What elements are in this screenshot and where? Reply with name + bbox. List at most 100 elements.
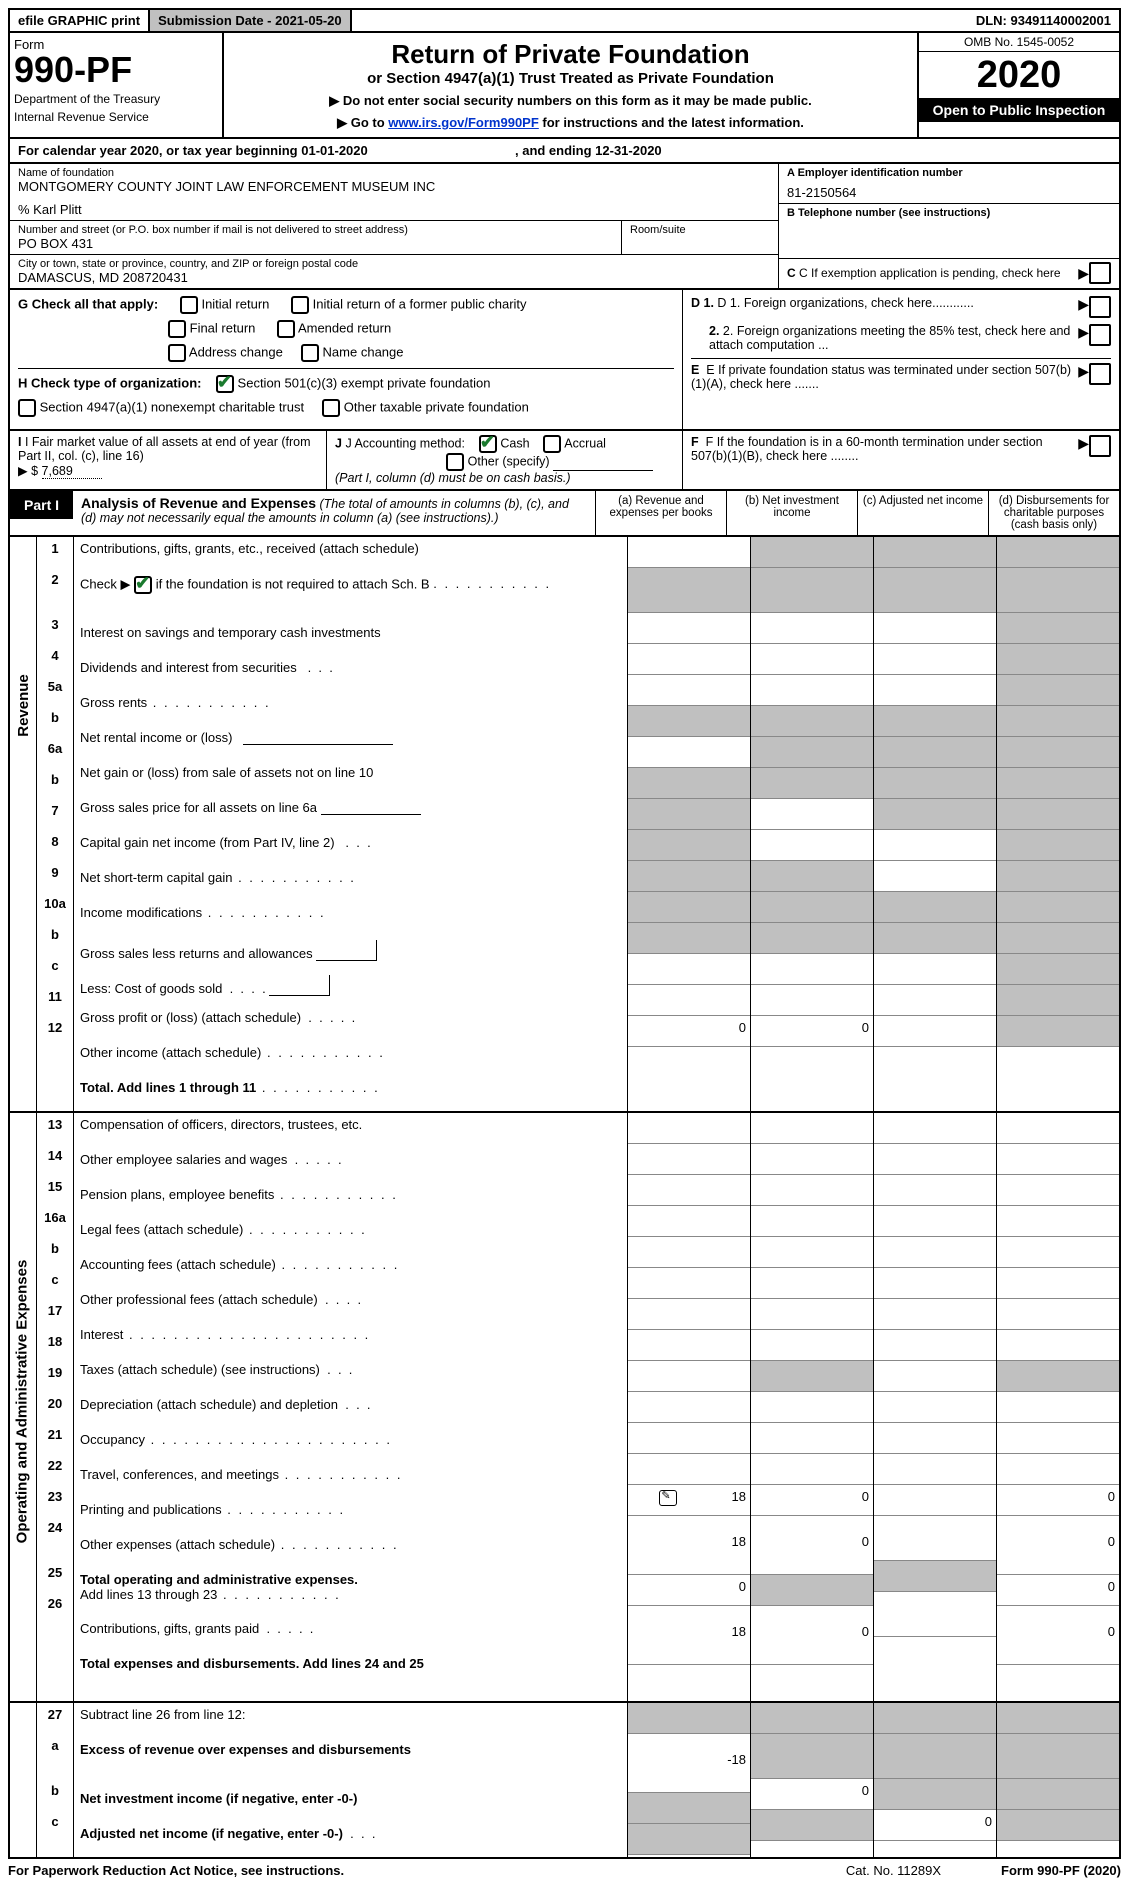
line-22-desc: Printing and publications — [74, 1498, 627, 1533]
calendar-year-row: For calendar year 2020, or tax year begi… — [8, 139, 1121, 164]
line-12-col-b: 0 — [751, 1016, 873, 1047]
part1-header: Part I Analysis of Revenue and Expenses … — [8, 491, 1121, 537]
line-1-desc: Contributions, gifts, grants, etc., rece… — [74, 537, 627, 572]
col-c-revenue — [873, 537, 996, 1111]
line27-descriptions: Subtract line 26 from line 12: Excess of… — [74, 1703, 627, 1857]
checkbox-initial-return[interactable] — [180, 296, 198, 314]
col-d-expenses: 0 0 0 0 — [996, 1113, 1119, 1701]
form-subtitle: or Section 4947(a)(1) Trust Treated as P… — [230, 70, 911, 87]
line-2-desc: Check ▶ if the foundation is not require… — [74, 572, 627, 621]
line-27-desc: Subtract line 26 from line 12: — [74, 1703, 627, 1738]
checkbox-e[interactable] — [1089, 363, 1111, 385]
checkbox-501c3[interactable] — [216, 375, 234, 393]
checkbox-c[interactable] — [1089, 262, 1111, 284]
line-10a-desc: Gross sales less returns and allowances — [74, 936, 627, 971]
line-8-desc: Net short-term capital gain — [74, 866, 627, 901]
line-23-desc: Other expenses (attach schedule) — [74, 1533, 627, 1568]
line-10c-desc: Gross profit or (loss) (attach schedule)… — [74, 1006, 627, 1041]
address-cell: Number and street (or P.O. box number if… — [10, 221, 622, 255]
col-b-expenses: 0 0 0 — [750, 1113, 873, 1701]
checkbox-d1[interactable] — [1089, 296, 1111, 318]
checkbox-accrual[interactable] — [543, 435, 561, 453]
line-4-desc: Dividends and interest from securities .… — [74, 656, 627, 691]
line-23-col-b: 0 — [751, 1485, 873, 1516]
col-c-expenses — [873, 1113, 996, 1701]
form-header: Form 990-PF Department of the Treasury I… — [8, 33, 1121, 139]
j-cell: J J Accounting method: Cash Accrual Othe… — [326, 431, 682, 489]
checkbox-initial-former[interactable] — [291, 296, 309, 314]
attachment-icon[interactable] — [659, 1490, 677, 1506]
checkbox-sch-b[interactable] — [134, 576, 152, 594]
header-left: Form 990-PF Department of the Treasury I… — [10, 33, 224, 137]
header-mid: Return of Private Foundation or Section … — [224, 33, 917, 137]
checkbox-4947a1[interactable] — [18, 399, 36, 417]
line-18-desc: Taxes (attach schedule) (see instruction… — [74, 1358, 627, 1393]
h-row: H Check type of organization: Section 50… — [18, 368, 674, 393]
line-5b-desc: Net rental income or (loss) — [74, 726, 627, 761]
form-number: 990-PF — [14, 52, 214, 88]
line-7-desc: Capital gain net income (from Part IV, l… — [74, 831, 627, 866]
line-16a-desc: Legal fees (attach schedule) — [74, 1218, 627, 1253]
checkbox-amended[interactable] — [277, 320, 295, 338]
checkbox-other-method[interactable] — [446, 453, 464, 471]
submission-date: Submission Date - 2021-05-20 — [150, 10, 352, 31]
line-20-desc: Occupancy — [74, 1428, 627, 1463]
checkbox-f[interactable] — [1089, 435, 1111, 457]
line-14-desc: Other employee salaries and wages . . . … — [74, 1148, 627, 1183]
line-25-col-a: 0 — [628, 1575, 750, 1606]
line-16c-desc: Other professional fees (attach schedule… — [74, 1288, 627, 1323]
checkbox-name-change[interactable] — [301, 344, 319, 362]
line-10b-desc: Less: Cost of goods sold . . . . — [74, 971, 627, 1006]
col-d-header: (d) Disbursements for charitable purpose… — [988, 491, 1119, 535]
col-b-27: 0 — [750, 1703, 873, 1857]
form-title: Return of Private Foundation — [230, 39, 911, 70]
line-24-col-b: 0 — [751, 1516, 873, 1575]
identification-block: Name of foundation MONTGOMERY COUNTY JOI… — [8, 164, 1121, 290]
line-19-desc: Depreciation (attach schedule) and deple… — [74, 1393, 627, 1428]
part1-title: Analysis of Revenue and Expenses (The to… — [73, 491, 595, 535]
checkbox-d2[interactable] — [1089, 324, 1111, 346]
line27-grid: 27 a b c Subtract line 26 from line 12: … — [8, 1703, 1121, 1859]
i-cell: I I Fair market value of all assets at e… — [10, 431, 326, 489]
footer-catno: Cat. No. 11289X — [846, 1863, 941, 1878]
line-26-col-b: 0 — [751, 1606, 873, 1665]
line-27b-col-b: 0 — [751, 1779, 873, 1810]
foundation-name-cell: Name of foundation MONTGOMERY COUNTY JOI… — [10, 164, 778, 221]
footer-left: For Paperwork Reduction Act Notice, see … — [8, 1863, 344, 1878]
line-26-col-a: 18 — [628, 1606, 750, 1665]
footer-formno: Form 990-PF (2020) — [1001, 1863, 1121, 1878]
revenue-descriptions: Contributions, gifts, grants, etc., rece… — [74, 537, 627, 1111]
revenue-side-label: Revenue — [10, 537, 37, 1111]
care-of: % Karl Plitt — [18, 202, 770, 217]
foundation-name: MONTGOMERY COUNTY JOINT LAW ENFORCEMENT … — [18, 179, 770, 194]
line-27c-col-c: 0 — [874, 1810, 996, 1841]
line-13-desc: Compensation of officers, directors, tru… — [74, 1113, 627, 1148]
line-25-desc: Contributions, gifts, grants paid . . . … — [74, 1617, 627, 1652]
top-bar: efile GRAPHIC print Submission Date - 20… — [8, 8, 1121, 33]
header-right: OMB No. 1545-0052 2020 Open to Public In… — [917, 33, 1119, 137]
checkbox-address-change[interactable] — [168, 344, 186, 362]
efile-label: efile GRAPHIC print — [10, 10, 150, 31]
form-note2: ▶ Go to www.irs.gov/Form990PF for instru… — [230, 115, 911, 131]
line-5a-desc: Gross rents — [74, 691, 627, 726]
line-15-desc: Pension plans, employee benefits — [74, 1183, 627, 1218]
line-17-desc: Interest — [74, 1323, 627, 1358]
omb-number: OMB No. 1545-0052 — [919, 33, 1119, 52]
line-24-col-d: 0 — [997, 1516, 1119, 1575]
line-24-col-a: 18 — [628, 1516, 750, 1575]
dept-irs: Internal Revenue Service — [14, 110, 214, 124]
page-footer: For Paperwork Reduction Act Notice, see … — [8, 1859, 1121, 1878]
d2-row: 2. 2. Foreign organizations meeting the … — [691, 324, 1111, 352]
expenses-side-label: Operating and Administrative Expenses — [10, 1113, 37, 1701]
checkbox-final-return[interactable] — [168, 320, 186, 338]
checkbox-other-taxable[interactable] — [322, 399, 340, 417]
checkbox-cash[interactable] — [479, 435, 497, 453]
instructions-link[interactable]: www.irs.gov/Form990PF — [388, 115, 539, 130]
expenses-grid: Operating and Administrative Expenses 13… — [8, 1113, 1121, 1703]
col-a-expenses: 18 18 0 18 — [627, 1113, 750, 1701]
line-9-desc: Income modifications — [74, 901, 627, 936]
col-d-27 — [996, 1703, 1119, 1857]
line-3-desc: Interest on savings and temporary cash i… — [74, 621, 627, 656]
line-11-desc: Other income (attach schedule) — [74, 1041, 627, 1076]
line-12-col-a: 0 — [628, 1016, 750, 1047]
